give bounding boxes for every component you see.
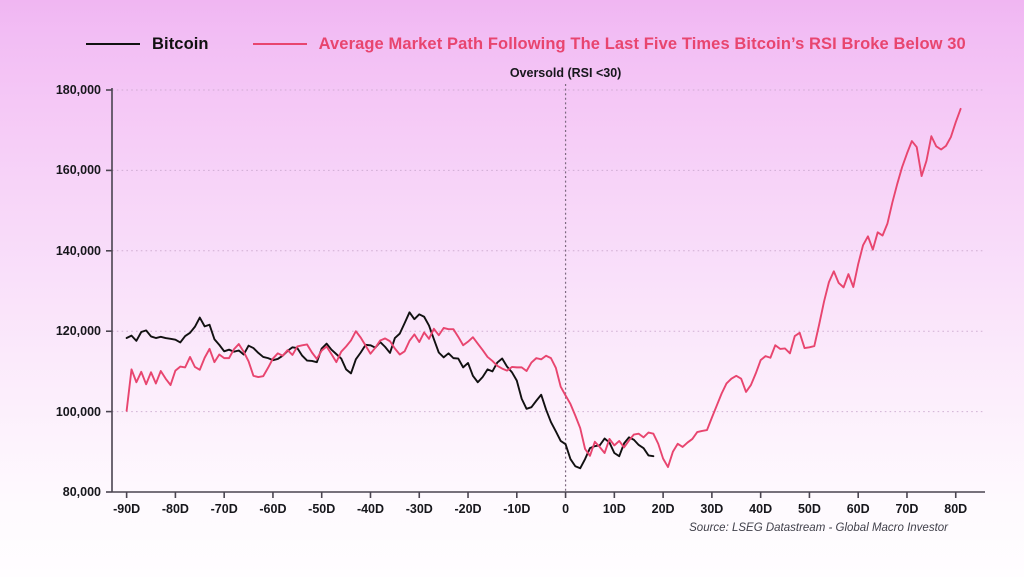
source-note: Source: LSEG Datastream - Global Macro I… [689, 522, 948, 534]
x-axis-tick-label: -30D [405, 502, 433, 516]
x-axis-tick-label: 40D [749, 502, 773, 516]
x-axis-tick-label: 70D [895, 502, 919, 516]
series-line-average-path [125, 107, 962, 469]
legend-label-bitcoin: Bitcoin [152, 34, 209, 53]
y-axis-tick-label: 140,000 [55, 243, 101, 258]
legend-swatch-average-path [252, 43, 307, 45]
oversold-annotation: Oversold (RSI <30) [509, 66, 622, 80]
x-axis-tick-label: 50D [797, 502, 821, 516]
legend-item-average-path: Average Market Path Following The Last F… [252, 34, 966, 54]
chart-legend: Bitcoin Average Market Path Following Th… [0, 28, 1024, 60]
x-axis-tick-label: 30D [700, 502, 724, 516]
series-line-bitcoin [125, 311, 655, 470]
legend-swatch-bitcoin [86, 43, 140, 45]
x-axis-tick-label: -60D [259, 502, 287, 516]
x-axis-tick-label: 20D [651, 502, 675, 516]
legend-label-average-path: Average Market Path Following The Last F… [318, 34, 966, 53]
x-axis-tick-label: -70D [210, 502, 238, 516]
x-axis-tick-label: -80D [161, 502, 189, 516]
x-axis-tick-label: 0 [562, 502, 570, 516]
x-axis-tick-label: 60D [846, 502, 870, 516]
x-axis-tick-label: 10D [602, 502, 626, 516]
y-axis-tick-label: 120,000 [55, 324, 101, 339]
x-axis-tick-label: -10D [503, 502, 531, 516]
y-axis-tick-label: 100,000 [55, 404, 101, 419]
y-axis-tick-label: 160,000 [55, 163, 101, 178]
x-axis-tick-label: 80D [944, 502, 968, 516]
x-axis-tick-label: -20D [454, 502, 482, 516]
x-axis-tick-label: -50D [308, 502, 336, 516]
x-axis-tick-label: -40D [356, 502, 385, 516]
y-axis-tick-label: 180,000 [55, 83, 101, 97]
legend-item-bitcoin: Bitcoin [86, 35, 209, 54]
x-axis-tick-label: -90D [113, 502, 141, 516]
y-axis-tick-label: 80,000 [62, 485, 101, 499]
